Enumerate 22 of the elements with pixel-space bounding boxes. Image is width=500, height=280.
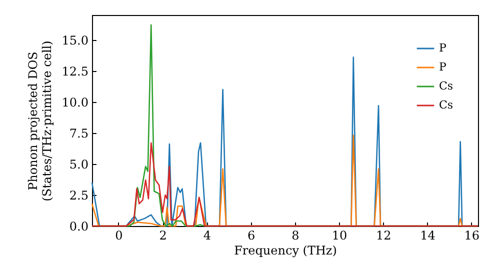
- y-tick-label: 5.0: [69, 157, 88, 172]
- x-tick-label: 14: [420, 228, 436, 242]
- legend-label: Cs: [439, 80, 454, 92]
- x-tick-label: 10: [332, 228, 348, 242]
- x-tick-label: 0: [115, 228, 123, 242]
- x-tick-label: 8: [292, 228, 300, 242]
- y-tick-label: 7.5: [69, 126, 88, 140]
- legend-label: Cs: [439, 98, 454, 112]
- legend-label: P: [439, 60, 447, 74]
- x-tick-label: 2: [159, 228, 167, 242]
- x-tick-label: 6: [247, 228, 256, 242]
- y-tick-label: 0.0: [69, 220, 88, 234]
- y-tick-label: 15.0: [62, 33, 88, 48]
- x-tick-label: 12: [376, 228, 392, 242]
- x-tick-label: 16: [464, 228, 480, 242]
- x-axis-title: Frequency (THz): [234, 244, 337, 258]
- y-tick-label: 10.0: [62, 95, 88, 110]
- y-tick-label: 12.5: [62, 64, 88, 78]
- legend-label: P: [439, 42, 447, 54]
- y-tick-label: 2.5: [69, 188, 88, 202]
- y-axis-title: Phonon projected DOS (States/THz·primitive cell): [26, 40, 54, 202]
- x-tick-label: 4: [203, 228, 212, 242]
